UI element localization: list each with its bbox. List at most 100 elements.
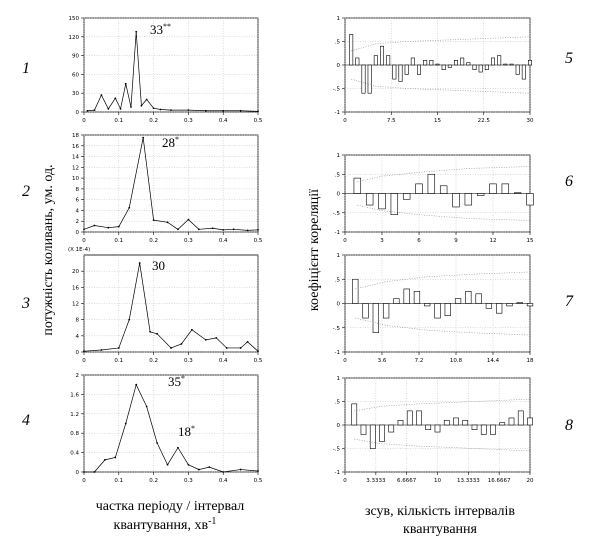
data-point: [170, 109, 172, 112]
y-tick-label: .5: [335, 40, 341, 46]
bar: [471, 424, 478, 430]
x-tick-label: 0.3: [184, 478, 193, 484]
x-tick-label: 12: [490, 238, 497, 244]
x-tick-label: 3: [380, 238, 384, 244]
x-tick-label: 10: [434, 478, 441, 484]
bar: [466, 62, 471, 66]
y-tick-label: 4: [76, 208, 80, 214]
data-point: [159, 108, 162, 111]
data-point: [83, 471, 85, 473]
bar: [489, 183, 497, 194]
data-point: [187, 218, 190, 221]
data-point: [83, 350, 85, 353]
x-tick-label: 0: [343, 118, 347, 124]
data-point: [204, 109, 207, 112]
data-point: [107, 107, 110, 110]
bar: [476, 193, 485, 196]
confidence-band: [351, 78, 531, 94]
bar: [429, 59, 434, 66]
bar: [393, 298, 400, 304]
data-point: [197, 228, 200, 231]
annotation-mark: *: [181, 374, 185, 383]
bar: [513, 192, 522, 194]
x-tick-label: 0.2: [149, 238, 158, 244]
bar: [410, 57, 415, 66]
y-tick-label: 2: [76, 219, 80, 225]
y-tick-label: 1: [337, 376, 341, 382]
y-axis-label: потужність коливань, ум. од.: [41, 164, 56, 335]
y-tick-label: 0: [337, 423, 341, 429]
bar: [443, 419, 450, 426]
panel-label: 5: [565, 50, 573, 67]
x-tick-label: 30: [527, 118, 534, 124]
data-point: [208, 466, 211, 469]
bar: [369, 424, 376, 449]
x-tick-label: 0.5: [254, 358, 263, 364]
bar: [425, 424, 432, 430]
y-tick-label: 20: [72, 269, 79, 275]
data-point: [166, 221, 169, 224]
x-tick-label: 15: [434, 118, 441, 124]
panel-label: 7: [565, 293, 574, 310]
axis-multiplier: (X 1E-4): [68, 247, 90, 253]
annotation-mark: **: [163, 22, 171, 31]
y-tick-label: 14: [72, 155, 79, 161]
data-point: [130, 106, 132, 108]
bar: [424, 303, 431, 307]
annotation-mark: *: [191, 424, 195, 433]
x-tick-label: 6: [417, 238, 421, 244]
bar: [353, 177, 362, 194]
bar: [423, 59, 428, 66]
x-axis-label: квантування: [403, 522, 477, 537]
data-point: [117, 225, 120, 228]
bar: [361, 64, 366, 94]
bar: [491, 57, 495, 66]
x-tick-label: 0.4: [219, 238, 228, 244]
x-tick-label: 20: [527, 478, 534, 484]
x-tick-label: 0.5: [254, 478, 263, 484]
y-tick-label: 1.2: [70, 412, 79, 418]
annotation: 28*: [162, 135, 179, 150]
y-tick-label: 1: [337, 253, 341, 259]
x-tick-label: 0.1: [114, 478, 123, 484]
bar: [484, 64, 489, 70]
annotation-text: 33: [150, 22, 163, 37]
x-tick-label: 0.2: [149, 358, 158, 364]
data-point: [211, 227, 214, 230]
data-point: [107, 226, 110, 229]
y-tick-label: 2: [76, 373, 80, 379]
x-tick-label: 0: [343, 238, 347, 244]
panel-label: 1: [22, 60, 30, 77]
data-point: [128, 206, 131, 209]
data-point: [135, 383, 138, 386]
data-point: [232, 228, 235, 231]
y-tick-label: 1: [337, 153, 341, 159]
y-tick-label: .5: [335, 277, 341, 283]
x-tick-label: 0.5: [254, 118, 263, 124]
y-tick-label: -.5: [333, 87, 341, 93]
y-tick-label: -1: [335, 230, 340, 236]
data-point: [257, 110, 259, 113]
bar: [416, 410, 422, 426]
bar: [497, 55, 502, 66]
bar: [515, 64, 520, 75]
data-point: [145, 98, 148, 101]
annotation-text: 28: [162, 135, 175, 150]
bar: [454, 59, 458, 66]
data-point: [197, 468, 200, 471]
x-tick-label: 0: [82, 478, 86, 484]
bar: [506, 303, 513, 307]
y-tick-label: 120: [69, 35, 80, 41]
x-tick-label: 22.5: [478, 118, 491, 124]
y-tick-label: 0: [76, 110, 80, 116]
data-point: [83, 228, 85, 231]
bar: [485, 303, 493, 309]
data-point: [142, 136, 145, 139]
data-point: [93, 109, 96, 112]
bar: [503, 63, 508, 66]
y-tick-label: 18: [72, 133, 79, 139]
y-tick-label: 1: [337, 16, 341, 22]
data-point: [166, 463, 169, 466]
bar: [521, 64, 526, 80]
y-tick-label: 6: [76, 198, 80, 204]
